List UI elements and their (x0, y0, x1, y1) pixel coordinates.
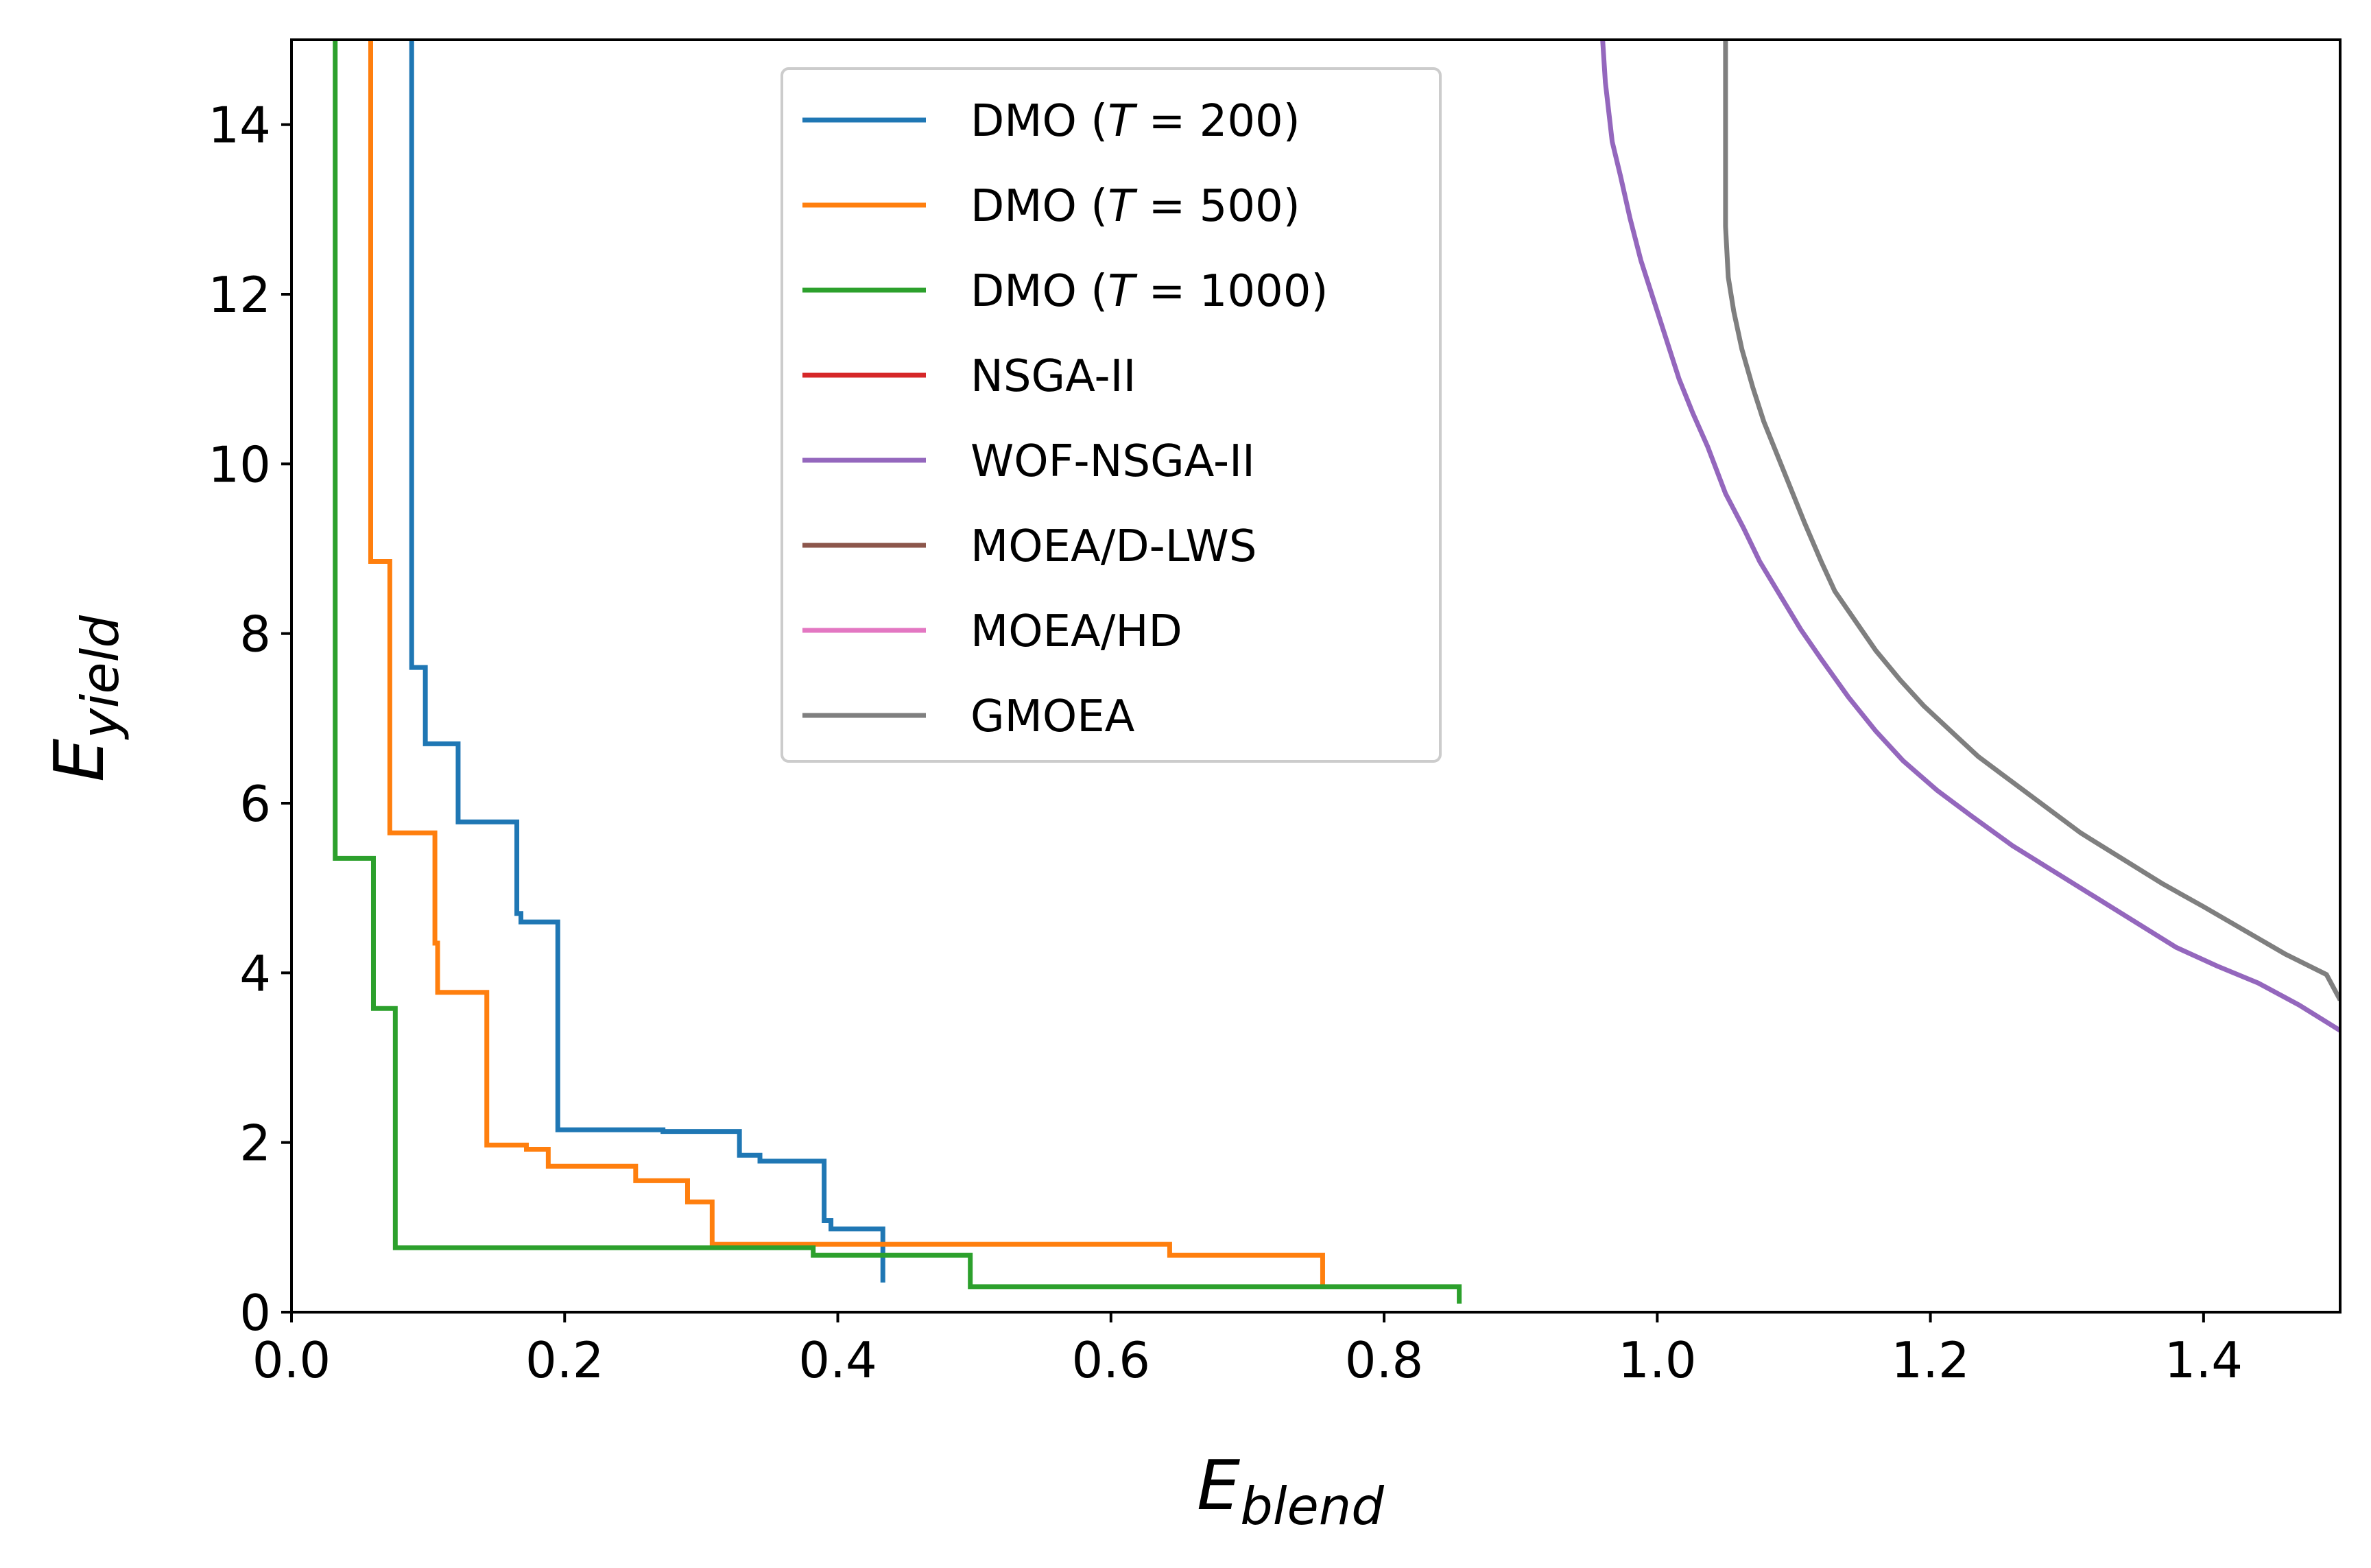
x-tick-label: 0.6 (1072, 1331, 1151, 1389)
x-tick-label: 1.2 (1891, 1331, 1970, 1389)
legend: DMO (T = 200) DMO (T = 500) DMO (T = 1000)… (781, 67, 1442, 763)
series-line-wof-nsga-ii (1600, 40, 2340, 1033)
legend-label-nsga-ii: NSGA-II (970, 351, 1136, 402)
series-layer (333, 40, 2340, 1304)
legend-label-dmo-t-1000: DMO (T = 1000) (970, 266, 1328, 317)
legend-label-dmo-t-200: DMO (T = 200) (970, 96, 1300, 147)
legend-label-dmo-t-500: DMO (T = 500) (970, 181, 1300, 232)
legend-label-moea-hd: MOEA/HD (970, 606, 1182, 657)
x-axis-label: Eblend (1197, 1445, 1384, 1536)
y-tick-label: 0 (239, 1284, 271, 1342)
plot-frame (290, 38, 2342, 1314)
legend-label-moea-d-lws: MOEA/D-LWS (970, 521, 1256, 572)
x-tick-label: 0.8 (1345, 1331, 1424, 1389)
x-tick-label: 1.0 (1618, 1331, 1697, 1389)
y-tick-label: 4 (239, 945, 271, 1002)
y-tick-label: 10 (208, 436, 271, 493)
y-tick-label: 12 (208, 266, 271, 324)
legend-entries: DMO (T = 200) DMO (T = 500) DMO (T = 1000)… (802, 96, 1328, 742)
x-tick-label: 0.2 (525, 1331, 604, 1389)
x-axis: 0.0 0.2 0.4 0.6 0.8 1.0 1.2 1.4 (252, 1312, 2243, 1389)
y-tick-label: 6 (239, 775, 271, 833)
y-tick-label: 8 (239, 606, 271, 663)
y-axis-label: Eyield (39, 615, 130, 782)
y-axis: 0 2 4 6 8 10 12 14 (208, 97, 291, 1342)
legend-label-gmoea: GMOEA (970, 691, 1135, 742)
series-line-gmoea (1723, 40, 2340, 1001)
legend-label-wof-nsga-ii: WOF-NSGA-II (970, 436, 1255, 487)
y-axis-label-main: E (39, 739, 119, 782)
y-axis-label-sub: yield (70, 615, 130, 740)
x-axis-label-main: E (1197, 1445, 1240, 1525)
x-axis-label-sub: blend (1240, 1476, 1384, 1536)
legend-frame (781, 67, 1442, 763)
series-line-dmo-t-1000 (333, 40, 1462, 1304)
y-tick-label: 2 (239, 1115, 271, 1172)
x-tick-label: 0.4 (798, 1331, 877, 1389)
series-line-dmo-t-200 (409, 40, 885, 1283)
series-line-dmo-t-500 (368, 40, 1325, 1287)
y-tick-label: 14 (208, 97, 271, 154)
x-tick-label: 0.0 (252, 1331, 331, 1389)
x-tick-label: 1.4 (2165, 1331, 2243, 1389)
